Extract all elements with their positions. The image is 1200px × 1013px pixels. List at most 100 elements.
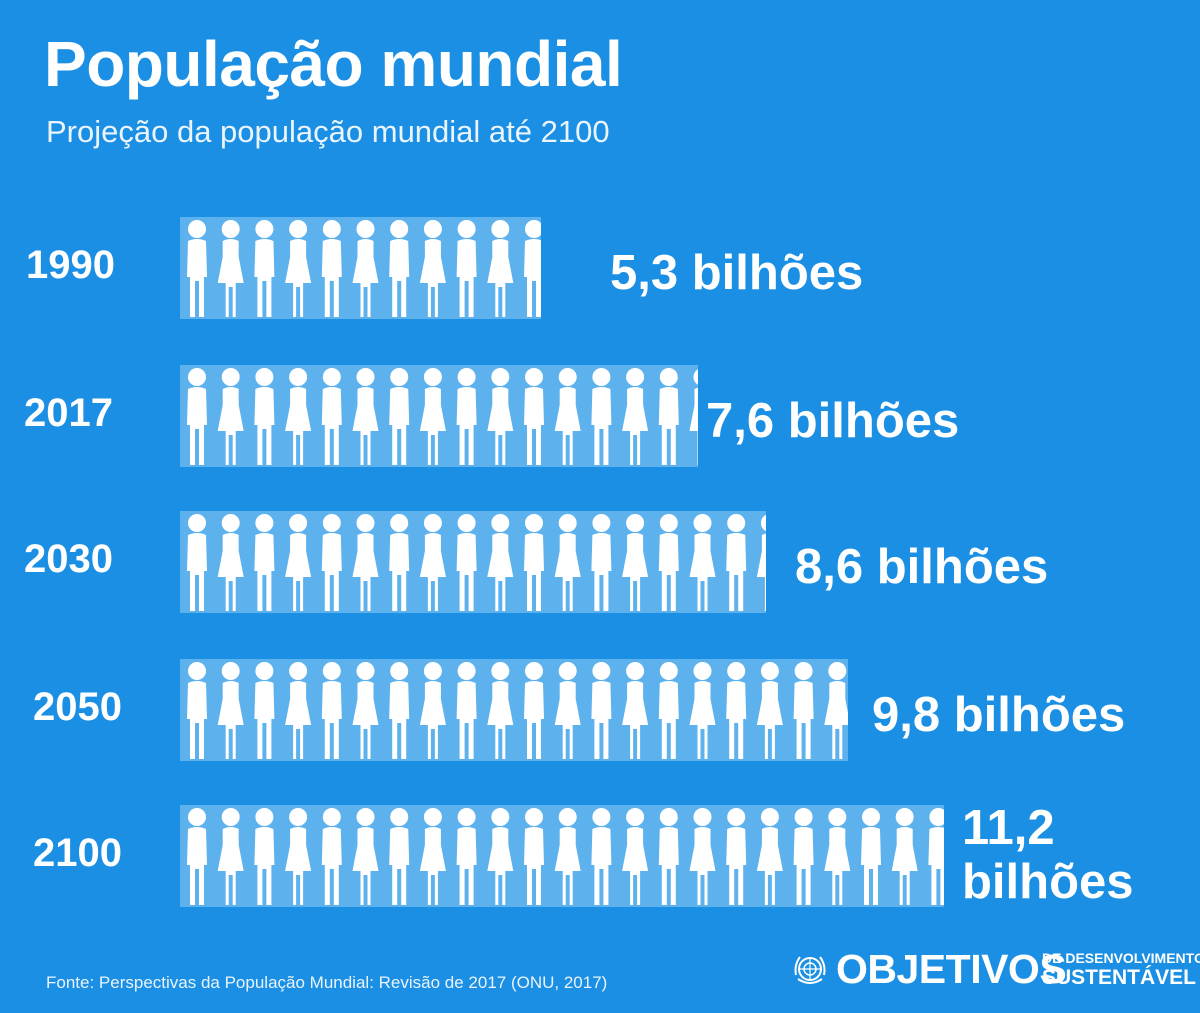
person-icon [524,662,544,759]
person-icon [389,662,410,759]
year-label: 2100 [33,831,122,875]
person-icon [487,662,514,759]
person-icon [487,368,514,465]
person-icon [591,368,612,465]
person-icon [352,368,379,465]
person-icon [591,514,612,611]
person-icon [591,662,612,759]
person-icon [254,808,275,905]
person-icon [389,368,410,465]
person-icon [793,808,814,905]
person-icon [285,662,312,759]
page-title: População mundial [44,28,623,100]
value-label: 5,3 bilhões [610,246,864,300]
person-icon [622,662,649,759]
people-pictogram [187,808,944,905]
person-icon [321,662,342,759]
person-icon [187,808,207,905]
year-label: 2030 [24,537,113,581]
person-icon [554,368,581,465]
person-icon [524,514,544,611]
person-icon [217,662,244,759]
population-bar [180,217,541,319]
person-icon [321,368,342,465]
value-label: 7,6 bilhões [706,394,960,448]
person-icon [187,220,207,317]
person-icon [419,368,446,465]
person-icon [622,808,649,905]
person-icon [352,662,379,759]
person-icon [861,808,881,905]
person-icon [285,514,312,611]
person-icon [891,808,918,905]
logo-main-text: OBJETIVOS [836,946,1067,992]
person-icon [524,220,541,317]
person-icon [658,514,679,611]
person-icon [389,808,410,905]
person-icon [756,662,783,759]
person-icon [254,220,275,317]
year-label: 2017 [24,391,113,435]
person-icon [187,662,207,759]
person-icon [622,368,649,465]
person-icon [285,808,312,905]
person-icon [285,368,312,465]
person-icon [793,662,814,759]
person-icon [352,514,379,611]
person-icon [285,220,312,317]
person-icon [456,220,477,317]
person-icon [658,368,679,465]
person-icon [389,220,410,317]
person-icon [726,808,747,905]
person-icon [487,808,514,905]
person-icon [658,662,679,759]
person-icon [689,369,698,465]
person-icon [824,808,851,905]
source-note: Fonte: Perspectivas da População Mundial… [46,973,608,992]
logo-subtext-1: DE DESENVOLVIMENTO [1042,950,1200,966]
person-icon [456,662,477,759]
person-icon [321,220,342,317]
person-icon [217,808,244,905]
person-icon [689,514,716,611]
person-icon [217,220,244,317]
person-icon [928,808,944,905]
person-icon [554,514,581,611]
person-icon [217,368,244,465]
person-icon [321,514,342,611]
person-icon [487,220,514,317]
population-bar [180,659,848,761]
person-icon [622,514,649,611]
people-pictogram [187,368,698,465]
person-icon [217,514,244,611]
person-icon [658,808,679,905]
person-icon [419,662,446,759]
people-pictogram [187,220,541,317]
person-icon [389,514,410,611]
population-bar [180,805,944,907]
person-icon [187,514,207,611]
person-icon [254,662,275,759]
value-label: 9,8 bilhões [872,688,1126,742]
people-pictogram [187,662,848,759]
person-icon [756,808,783,905]
person-icon [254,514,275,611]
person-icon [352,808,379,905]
page-subtitle: Projeção da população mundial até 2100 [46,114,610,149]
year-label: 2050 [33,685,122,729]
value-label: 8,6 bilhões [795,540,1049,594]
person-icon [187,368,207,465]
person-icon [524,808,544,905]
person-icon [591,808,612,905]
year-label: 1990 [26,243,115,287]
person-icon [726,514,747,611]
person-icon [554,662,581,759]
person-icon [689,662,716,759]
person-icon [456,368,477,465]
person-icon [726,662,747,759]
person-icon [756,514,766,611]
population-bar [180,511,766,613]
person-icon [487,514,514,611]
un-emblem-icon [794,956,826,984]
person-icon [554,808,581,905]
